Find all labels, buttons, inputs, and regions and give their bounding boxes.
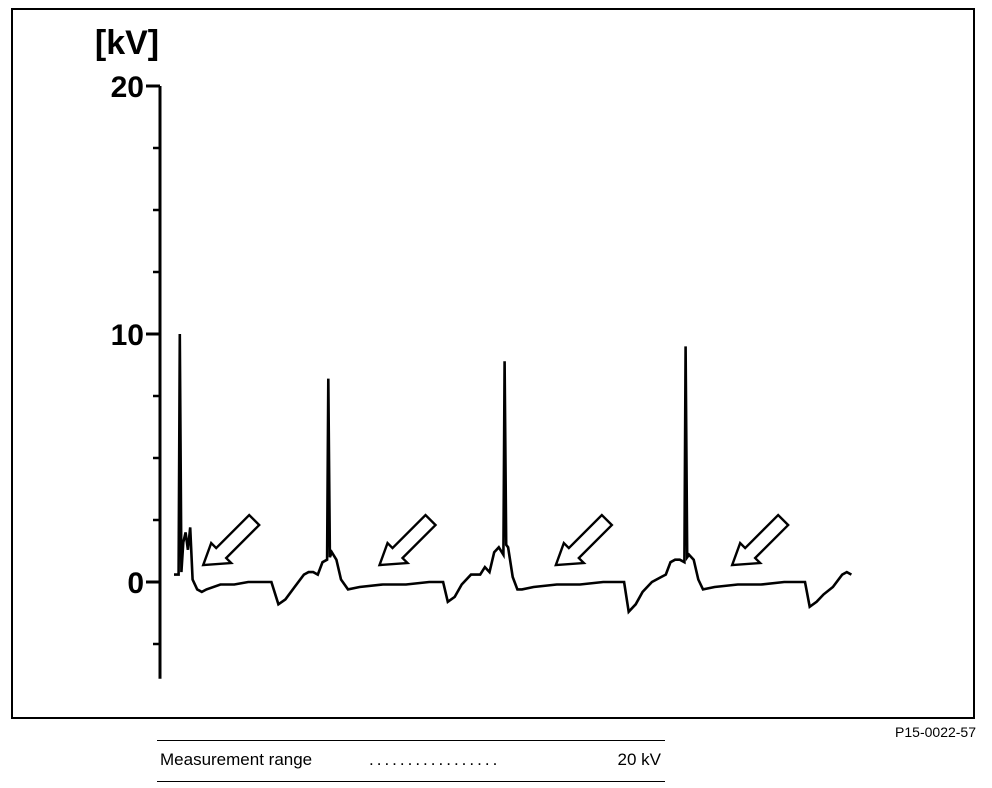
legend-value: 20 kV xyxy=(617,750,661,769)
y-tick-label: 10 xyxy=(111,319,144,352)
annotation-arrow xyxy=(554,513,614,567)
voltage-trace xyxy=(174,333,853,615)
annotation-arrow xyxy=(730,513,790,567)
annotation-arrows xyxy=(201,513,790,567)
y-tick-label: 0 xyxy=(127,567,144,600)
figure-id: P15-0022-57 xyxy=(895,724,976,740)
annotation-arrow xyxy=(201,513,261,567)
legend-label: Measurement range xyxy=(160,750,313,769)
y-tick-label: 20 xyxy=(111,71,144,104)
y-axis-unit-label: [kV] xyxy=(95,24,159,62)
trace-line xyxy=(174,333,853,615)
annotation-arrow xyxy=(377,513,438,567)
legend-leader-dots: ................. xyxy=(369,750,501,769)
chart-frame xyxy=(11,8,975,719)
y-axis: 20 10 0 xyxy=(111,71,162,679)
measurement-range-legend: Measurement range ................. 20 k… xyxy=(157,740,665,782)
